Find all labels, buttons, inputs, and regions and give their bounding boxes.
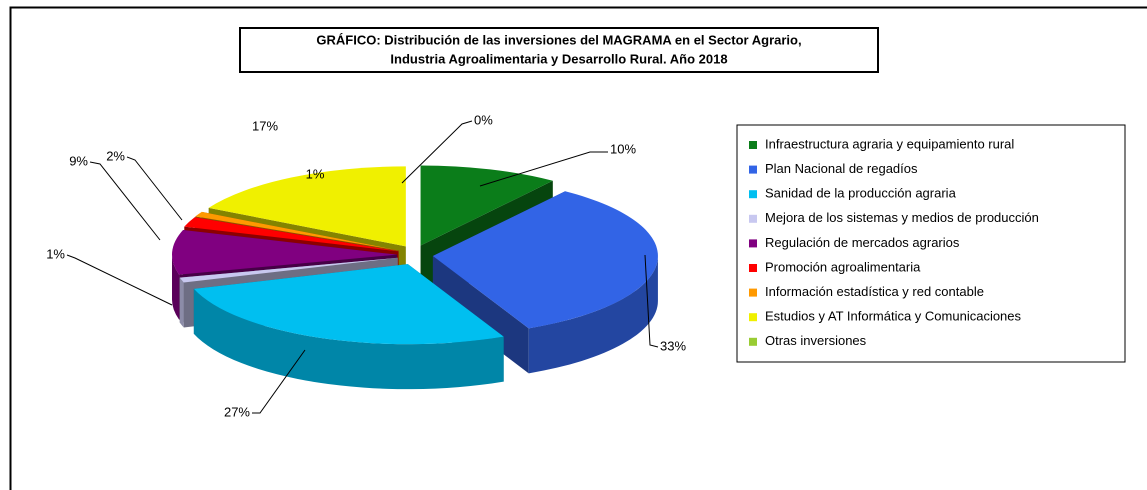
pie (172, 165, 658, 390)
chart-title: Industria Agroalimentaria y Desarrollo R… (390, 51, 727, 66)
legend-swatch (749, 264, 757, 272)
slice-side (528, 255, 658, 374)
data-label: 0% (474, 112, 493, 127)
slice-top (195, 211, 399, 251)
legend-label: Infraestructura agraria y equipamiento r… (765, 136, 1014, 151)
slice-top (432, 191, 658, 329)
slice (432, 191, 658, 374)
slice-top (179, 257, 398, 283)
legend-swatch (749, 313, 757, 322)
slice-top (208, 166, 406, 247)
slice-top (193, 264, 504, 345)
legend-swatch (749, 141, 757, 149)
data-label: 10% (610, 141, 636, 156)
legend-label: Otras inversiones (765, 333, 867, 348)
slice-top (172, 229, 398, 275)
data-label: 17% (252, 118, 278, 133)
slice-side (172, 254, 180, 320)
legend-label: Estudios y AT Informática y Comunicacion… (765, 309, 1022, 324)
legend-label: Mejora de los sistemas y medios de produ… (765, 210, 1039, 225)
leader-line (479, 151, 608, 187)
data-label: 1% (46, 246, 65, 261)
data-label: 33% (660, 338, 686, 353)
legend-swatch (749, 165, 757, 174)
slice (193, 264, 504, 390)
leader-line (89, 161, 161, 241)
legend-swatch (749, 190, 757, 199)
legend-swatch (749, 288, 757, 297)
title-box (239, 27, 879, 73)
slice-side (179, 277, 184, 328)
chart-title: GRÁFICO: Distribución de las inversiones… (316, 32, 801, 47)
slice-top (420, 165, 553, 246)
legend-box (736, 124, 1126, 363)
legend-label: Sanidad de la producción agraria (765, 186, 957, 201)
legend-swatch (749, 337, 757, 346)
leader-line (644, 254, 659, 348)
legend-label: Plan Nacional de regadíos (765, 161, 918, 176)
legend-swatch (749, 214, 757, 223)
legend-label: Promoción agroalimentaria (765, 259, 921, 274)
slice-wall (432, 255, 529, 374)
leader-line (252, 349, 306, 414)
data-label: 1% (306, 166, 325, 181)
leader-line (401, 120, 473, 184)
legend-label: Información estadística y red contable (765, 284, 984, 299)
legend-label: Regulación de mercados agrarios (765, 235, 960, 250)
slice-top (184, 217, 399, 252)
slice-side (193, 288, 504, 390)
data-label: 9% (69, 153, 88, 168)
leader-line (66, 254, 173, 306)
data-label: 2% (106, 148, 125, 163)
leader-line (126, 156, 183, 221)
legend-swatch (749, 239, 757, 248)
data-label: 27% (224, 404, 250, 419)
